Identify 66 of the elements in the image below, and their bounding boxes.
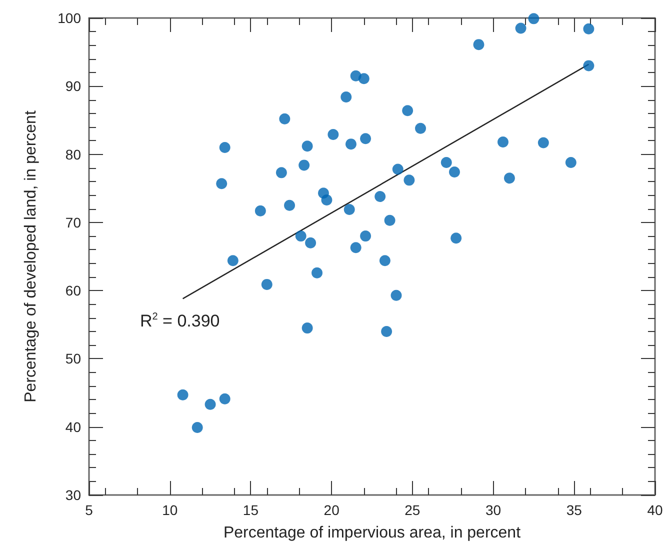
point [583,23,594,34]
point [279,113,290,124]
point [448,166,460,178]
point [528,13,540,24]
point [390,290,402,301]
point [345,138,356,150]
point [261,278,272,290]
point [321,194,332,206]
point [328,129,339,140]
point [379,255,390,266]
point [538,137,549,148]
point [312,267,323,278]
x-tick-label: 20 [324,502,340,518]
y-tick-label: 60 [65,282,82,299]
point [254,205,266,216]
y-tick-label: 40 [65,418,82,435]
point [450,232,462,244]
x-tick-label: 35 [566,502,582,518]
x-tick-label: 5 [85,502,94,518]
point [219,393,230,404]
point [358,73,370,84]
point [227,255,238,266]
x-tick-label: 10 [162,502,178,518]
point [177,389,188,400]
point [384,214,396,226]
point [216,178,228,190]
y-tick-label: 100 [58,10,82,26]
point [392,164,404,175]
point [350,242,362,254]
point [284,200,296,211]
y-axis-title: Percentage of developed land, in percent [22,110,40,402]
point [302,140,313,152]
y-tick-label: 80 [65,146,82,162]
y-tick-label: 30 [65,487,82,503]
point [192,422,203,434]
point [360,230,372,242]
point [276,167,287,178]
point [360,133,372,144]
point [302,322,313,334]
x-tick-label: 15 [242,502,259,518]
point [340,92,352,103]
x-tick-label: 25 [404,502,420,518]
point [344,204,355,215]
point [305,237,316,248]
point [295,230,306,242]
point [440,156,452,168]
point [473,39,484,50]
y-tick-label: 90 [65,78,82,94]
point [415,122,426,134]
point [515,22,526,34]
point [298,160,310,171]
x-tick-label: 30 [485,502,502,518]
point [219,142,230,153]
x-tick-label: 40 [647,502,663,518]
point [504,172,515,184]
point [565,156,576,168]
point [374,191,386,202]
point [498,136,508,148]
y-tick-label: 70 [65,214,82,230]
x-axis-title: Percentage of impervious area, in percent [223,524,522,542]
point [381,326,392,337]
point [402,105,414,116]
point [583,60,594,72]
y-tick-label: 50 [65,350,82,367]
point [404,174,415,186]
point [204,398,216,410]
